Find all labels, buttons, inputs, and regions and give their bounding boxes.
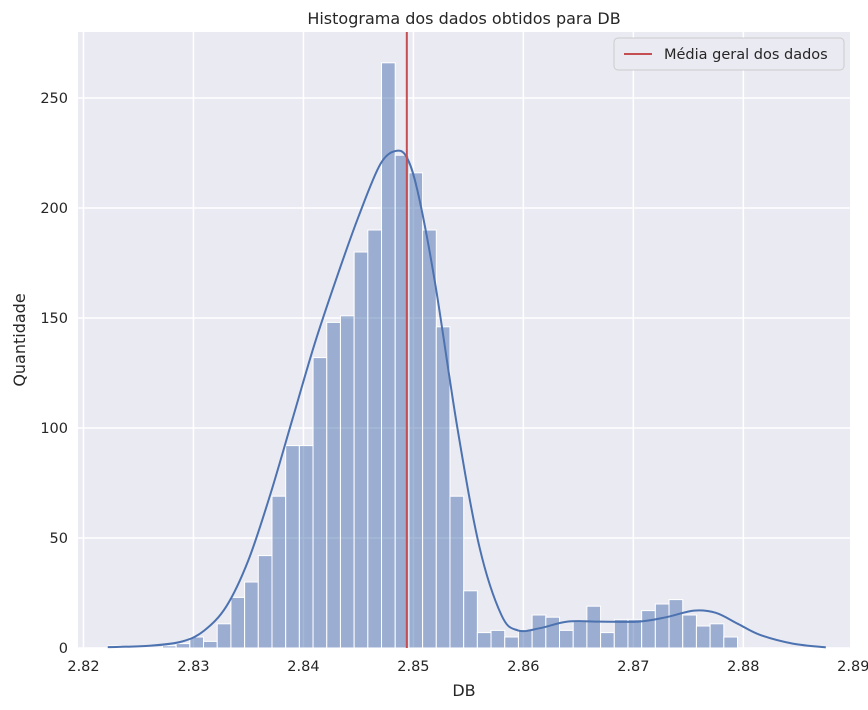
chart-title: Histograma dos dados obtidos para DB (307, 9, 620, 28)
histogram-bar (586, 605, 602, 649)
histogram-bar (572, 621, 588, 649)
histogram-bar (298, 445, 314, 649)
histogram-bar (504, 636, 519, 649)
histogram-bar (627, 618, 643, 649)
x-tick-label: 2.85 (397, 659, 429, 675)
histogram-bar (435, 326, 451, 649)
histogram-bar (600, 632, 615, 649)
legend: Média geral dos dados (613, 37, 845, 71)
histogram-bar (230, 596, 246, 649)
histogram-bar (271, 495, 287, 649)
histogram-bar (641, 610, 656, 649)
histogram-bar (285, 445, 300, 649)
y-tick-label: 50 (50, 531, 68, 547)
histogram-bar (545, 616, 561, 649)
x-tick-labels: 2.82 2.83 2.84 2.85 2.86 2.87 2.88 2.89 (67, 659, 868, 675)
histogram-bar (175, 643, 191, 649)
y-tick-label: 200 (40, 201, 68, 217)
histogram-bar (668, 599, 684, 649)
x-tick-label: 2.87 (617, 659, 649, 675)
x-tick-label: 2.86 (507, 659, 539, 675)
histogram-bar (408, 172, 424, 649)
histogram-bar (517, 629, 533, 649)
histogram-bar (559, 629, 574, 649)
x-tick-label: 2.89 (837, 659, 868, 675)
histogram-bar (339, 315, 355, 649)
legend-box (613, 37, 845, 71)
histogram-bar (326, 321, 341, 649)
y-tick-label: 0 (59, 641, 68, 657)
legend-mean-label: Média geral dos dados (664, 47, 828, 63)
x-tick-label: 2.84 (287, 659, 319, 675)
histogram-bar (216, 623, 232, 649)
x-tick-label: 2.88 (727, 659, 759, 675)
y-tick-label: 250 (40, 91, 68, 107)
histogram-bar (449, 495, 465, 649)
y-tick-label: 150 (40, 311, 68, 327)
histogram-bar (613, 618, 629, 649)
histogram-bar (203, 640, 218, 649)
histogram-bar (422, 229, 437, 649)
histogram-bar (490, 629, 506, 649)
y-tick-labels: 0 50 100 150 200 250 (40, 91, 68, 657)
x-tick-label: 2.82 (67, 659, 99, 675)
histogram-bar (257, 555, 273, 649)
x-axis-label: DB (452, 681, 475, 700)
histogram-bar (161, 645, 177, 649)
histogram-bar (654, 603, 670, 649)
histogram-bars (107, 62, 738, 649)
histogram-bar (367, 229, 383, 649)
kde-curve (107, 149, 826, 649)
histogram-bar (709, 623, 725, 649)
histogram-bar (476, 632, 492, 649)
histogram-bar (531, 614, 547, 649)
y-tick-label: 100 (40, 421, 68, 437)
histogram-bar (244, 581, 259, 649)
histogram-bar (723, 636, 738, 649)
histogram-bar (682, 614, 697, 649)
histogram-bar (695, 625, 711, 649)
histogram-bar (381, 62, 396, 649)
histogram-bar (312, 357, 328, 649)
x-tick-label: 2.83 (177, 659, 209, 675)
y-axis-label: Quantidade (10, 293, 29, 386)
histogram-bar (353, 251, 369, 649)
histogram-bar (463, 590, 478, 649)
